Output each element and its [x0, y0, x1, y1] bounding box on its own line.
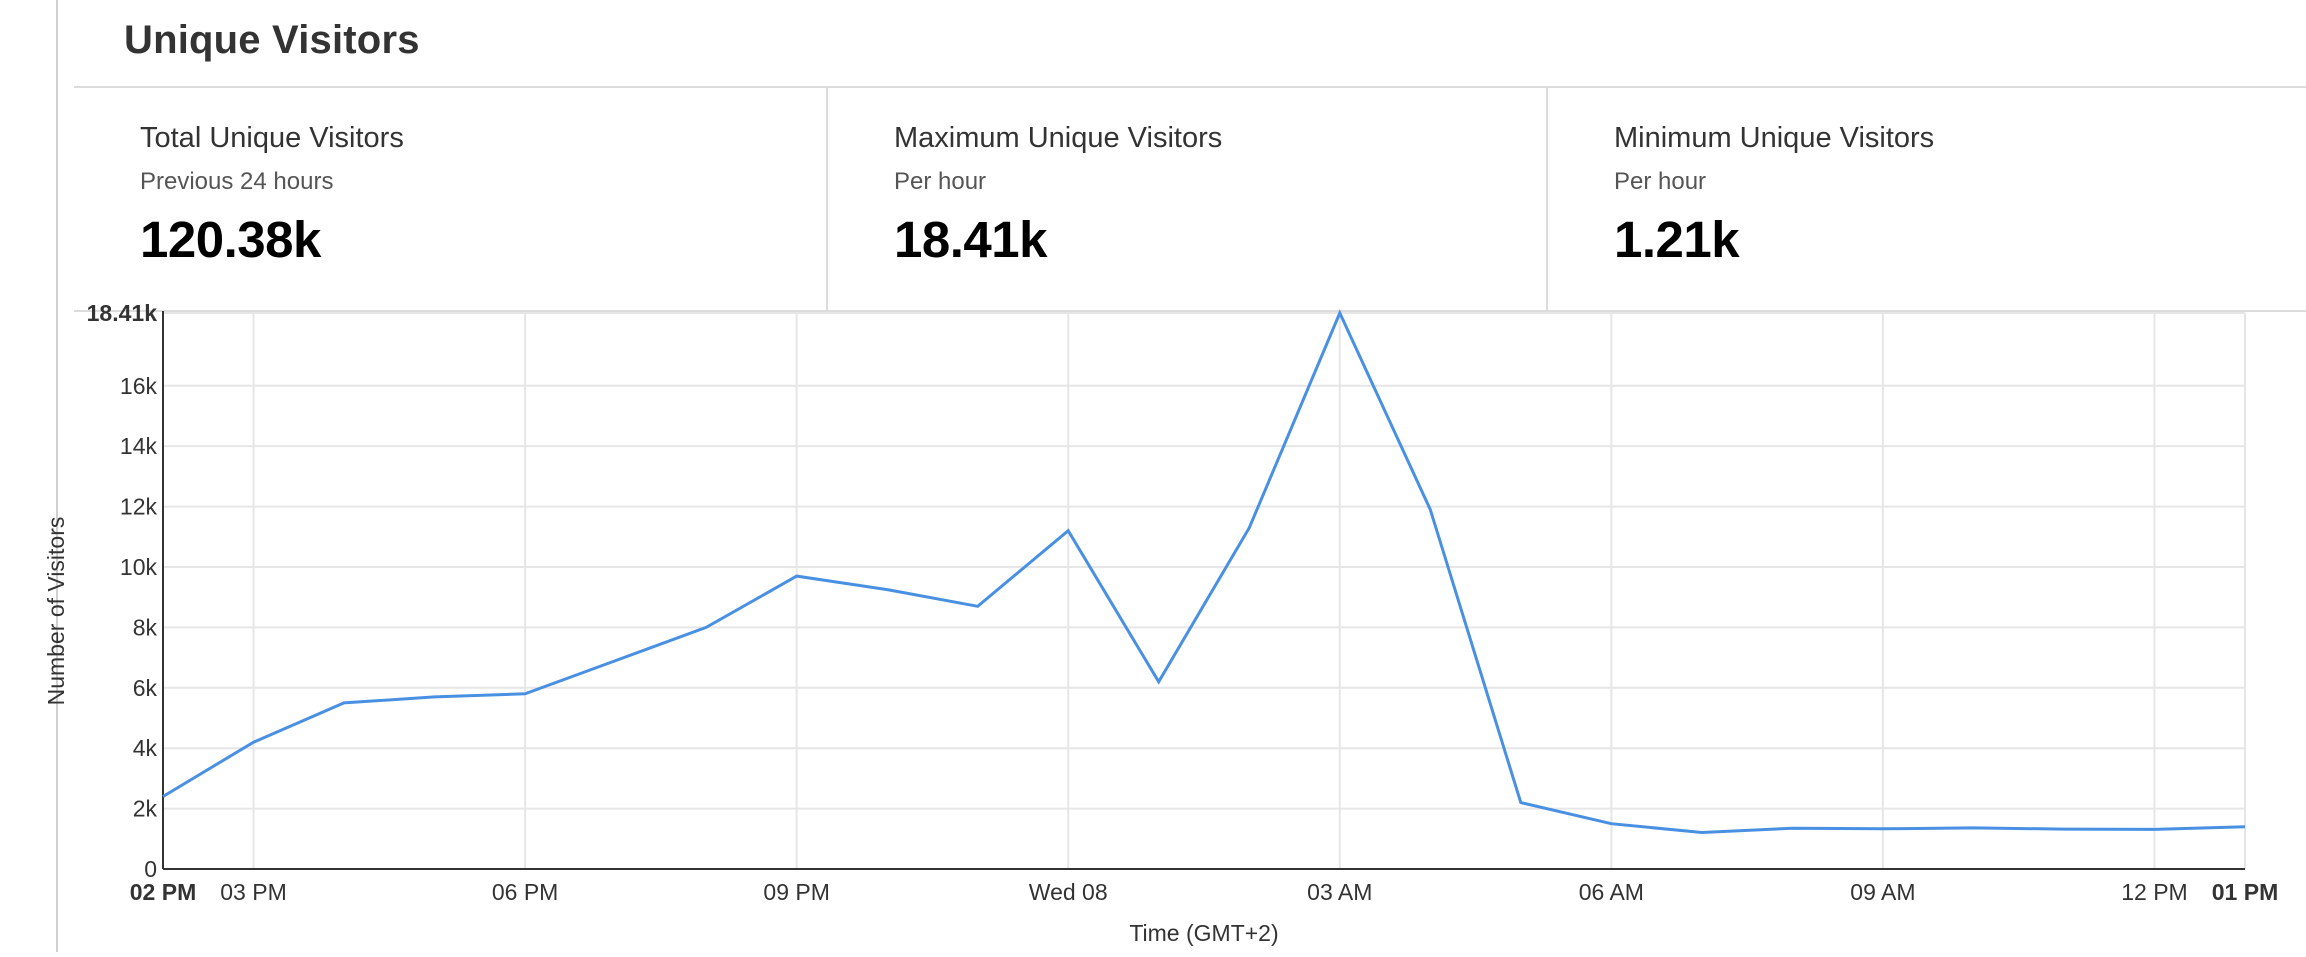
- stat-sublabel: Previous 24 hours: [140, 168, 334, 195]
- x-axis-title: Time (GMT+2): [1129, 920, 1278, 946]
- data-point: [2243, 825, 2247, 829]
- stat-value: 18.41k: [894, 211, 1048, 268]
- data-point: [976, 604, 980, 608]
- y-tick-label: 10k: [120, 554, 158, 580]
- page-title: Unique Visitors: [124, 18, 420, 62]
- y-tick-label: 0: [144, 856, 157, 882]
- data-point: [1066, 529, 1070, 533]
- y-axis-title: Number of Visitors: [43, 517, 69, 706]
- data-point: [795, 574, 799, 578]
- y-tick-label: 8k: [133, 614, 158, 640]
- data-point: [885, 588, 889, 592]
- y-tick-label: 14k: [120, 433, 158, 459]
- stat-card-total: Total Unique Visitors Previous 24 hours …: [74, 88, 828, 310]
- data-point: [1428, 508, 1432, 512]
- stat-value: 1.21k: [1614, 211, 1740, 268]
- stat-sublabel: Per hour: [894, 168, 987, 195]
- stat-label: Minimum Unique Visitors: [1614, 122, 1935, 154]
- data-point: [252, 740, 256, 744]
- y-tick-label: 2k: [133, 796, 158, 822]
- visitors-line-chart: 0 2k 4k 6k 8k 10k 12k 14k 16k 18.41k 02 PM 03 PM 06 …: [43, 300, 2278, 946]
- data-point: [1157, 680, 1161, 684]
- chart-container: 0 2k 4k 6k 8k 10k 12k 14k 16k 18.41k 02 PM 03 PM 06 …: [0, 296, 2306, 952]
- x-tick-label: 12 PM: [2121, 879, 2187, 905]
- data-point: [1609, 822, 1613, 826]
- data-point: [1338, 311, 1342, 315]
- series-layer: [161, 309, 2247, 835]
- axis-layer: [162, 311, 2245, 870]
- label-layer: 0 2k 4k 6k 8k 10k 12k 14k 16k 18.41k 02 PM 03 PM 06 …: [43, 300, 2278, 946]
- data-point: [614, 659, 618, 663]
- x-tick-label: 03 PM: [220, 879, 286, 905]
- stat-label: Total Unique Visitors: [140, 122, 404, 154]
- stat-sublabel: Per hour: [1614, 168, 1707, 195]
- y-tick-label: 4k: [133, 735, 158, 761]
- data-point: [1881, 827, 1885, 831]
- series-line: [162, 309, 2246, 835]
- x-tick-label: 02 PM: [130, 879, 196, 905]
- x-tick-label: 06 PM: [492, 879, 558, 905]
- left-divider: [56, 0, 58, 952]
- data-point: [1790, 826, 1794, 830]
- data-point: [1971, 826, 1975, 830]
- y-tick-label: 18.41k: [87, 300, 158, 326]
- x-tick-label: 06 AM: [1579, 879, 1644, 905]
- data-point: [1700, 830, 1704, 834]
- x-tick-label: 01 PM: [2212, 879, 2278, 905]
- grid-layer: [163, 312, 2246, 869]
- data-point: [2152, 827, 2156, 831]
- y-tick-label: 6k: [133, 675, 158, 701]
- x-tick-label: Wed 08: [1029, 879, 1108, 905]
- x-tick-label: 09 PM: [763, 879, 829, 905]
- data-point: [1519, 801, 1523, 805]
- data-point: [433, 695, 437, 699]
- y-tick-label: 12k: [120, 494, 158, 520]
- data-point: [704, 625, 708, 629]
- stat-label: Maximum Unique Visitors: [894, 122, 1223, 154]
- stat-card-minimum: Minimum Unique Visitors Per hour 1.21k: [1548, 88, 2306, 310]
- stat-value: 120.38k: [140, 211, 321, 268]
- stats-row: Total Unique Visitors Previous 24 hours …: [74, 86, 2306, 312]
- data-point: [342, 701, 346, 705]
- data-point: [1247, 526, 1251, 530]
- y-tick-label: 16k: [120, 373, 158, 399]
- data-point: [523, 692, 527, 696]
- x-tick-label: 03 AM: [1307, 879, 1372, 905]
- data-point: [161, 795, 165, 799]
- x-tick-label: 09 AM: [1850, 879, 1915, 905]
- data-point: [2062, 827, 2066, 831]
- stat-card-maximum: Maximum Unique Visitors Per hour 18.41k: [828, 88, 1548, 310]
